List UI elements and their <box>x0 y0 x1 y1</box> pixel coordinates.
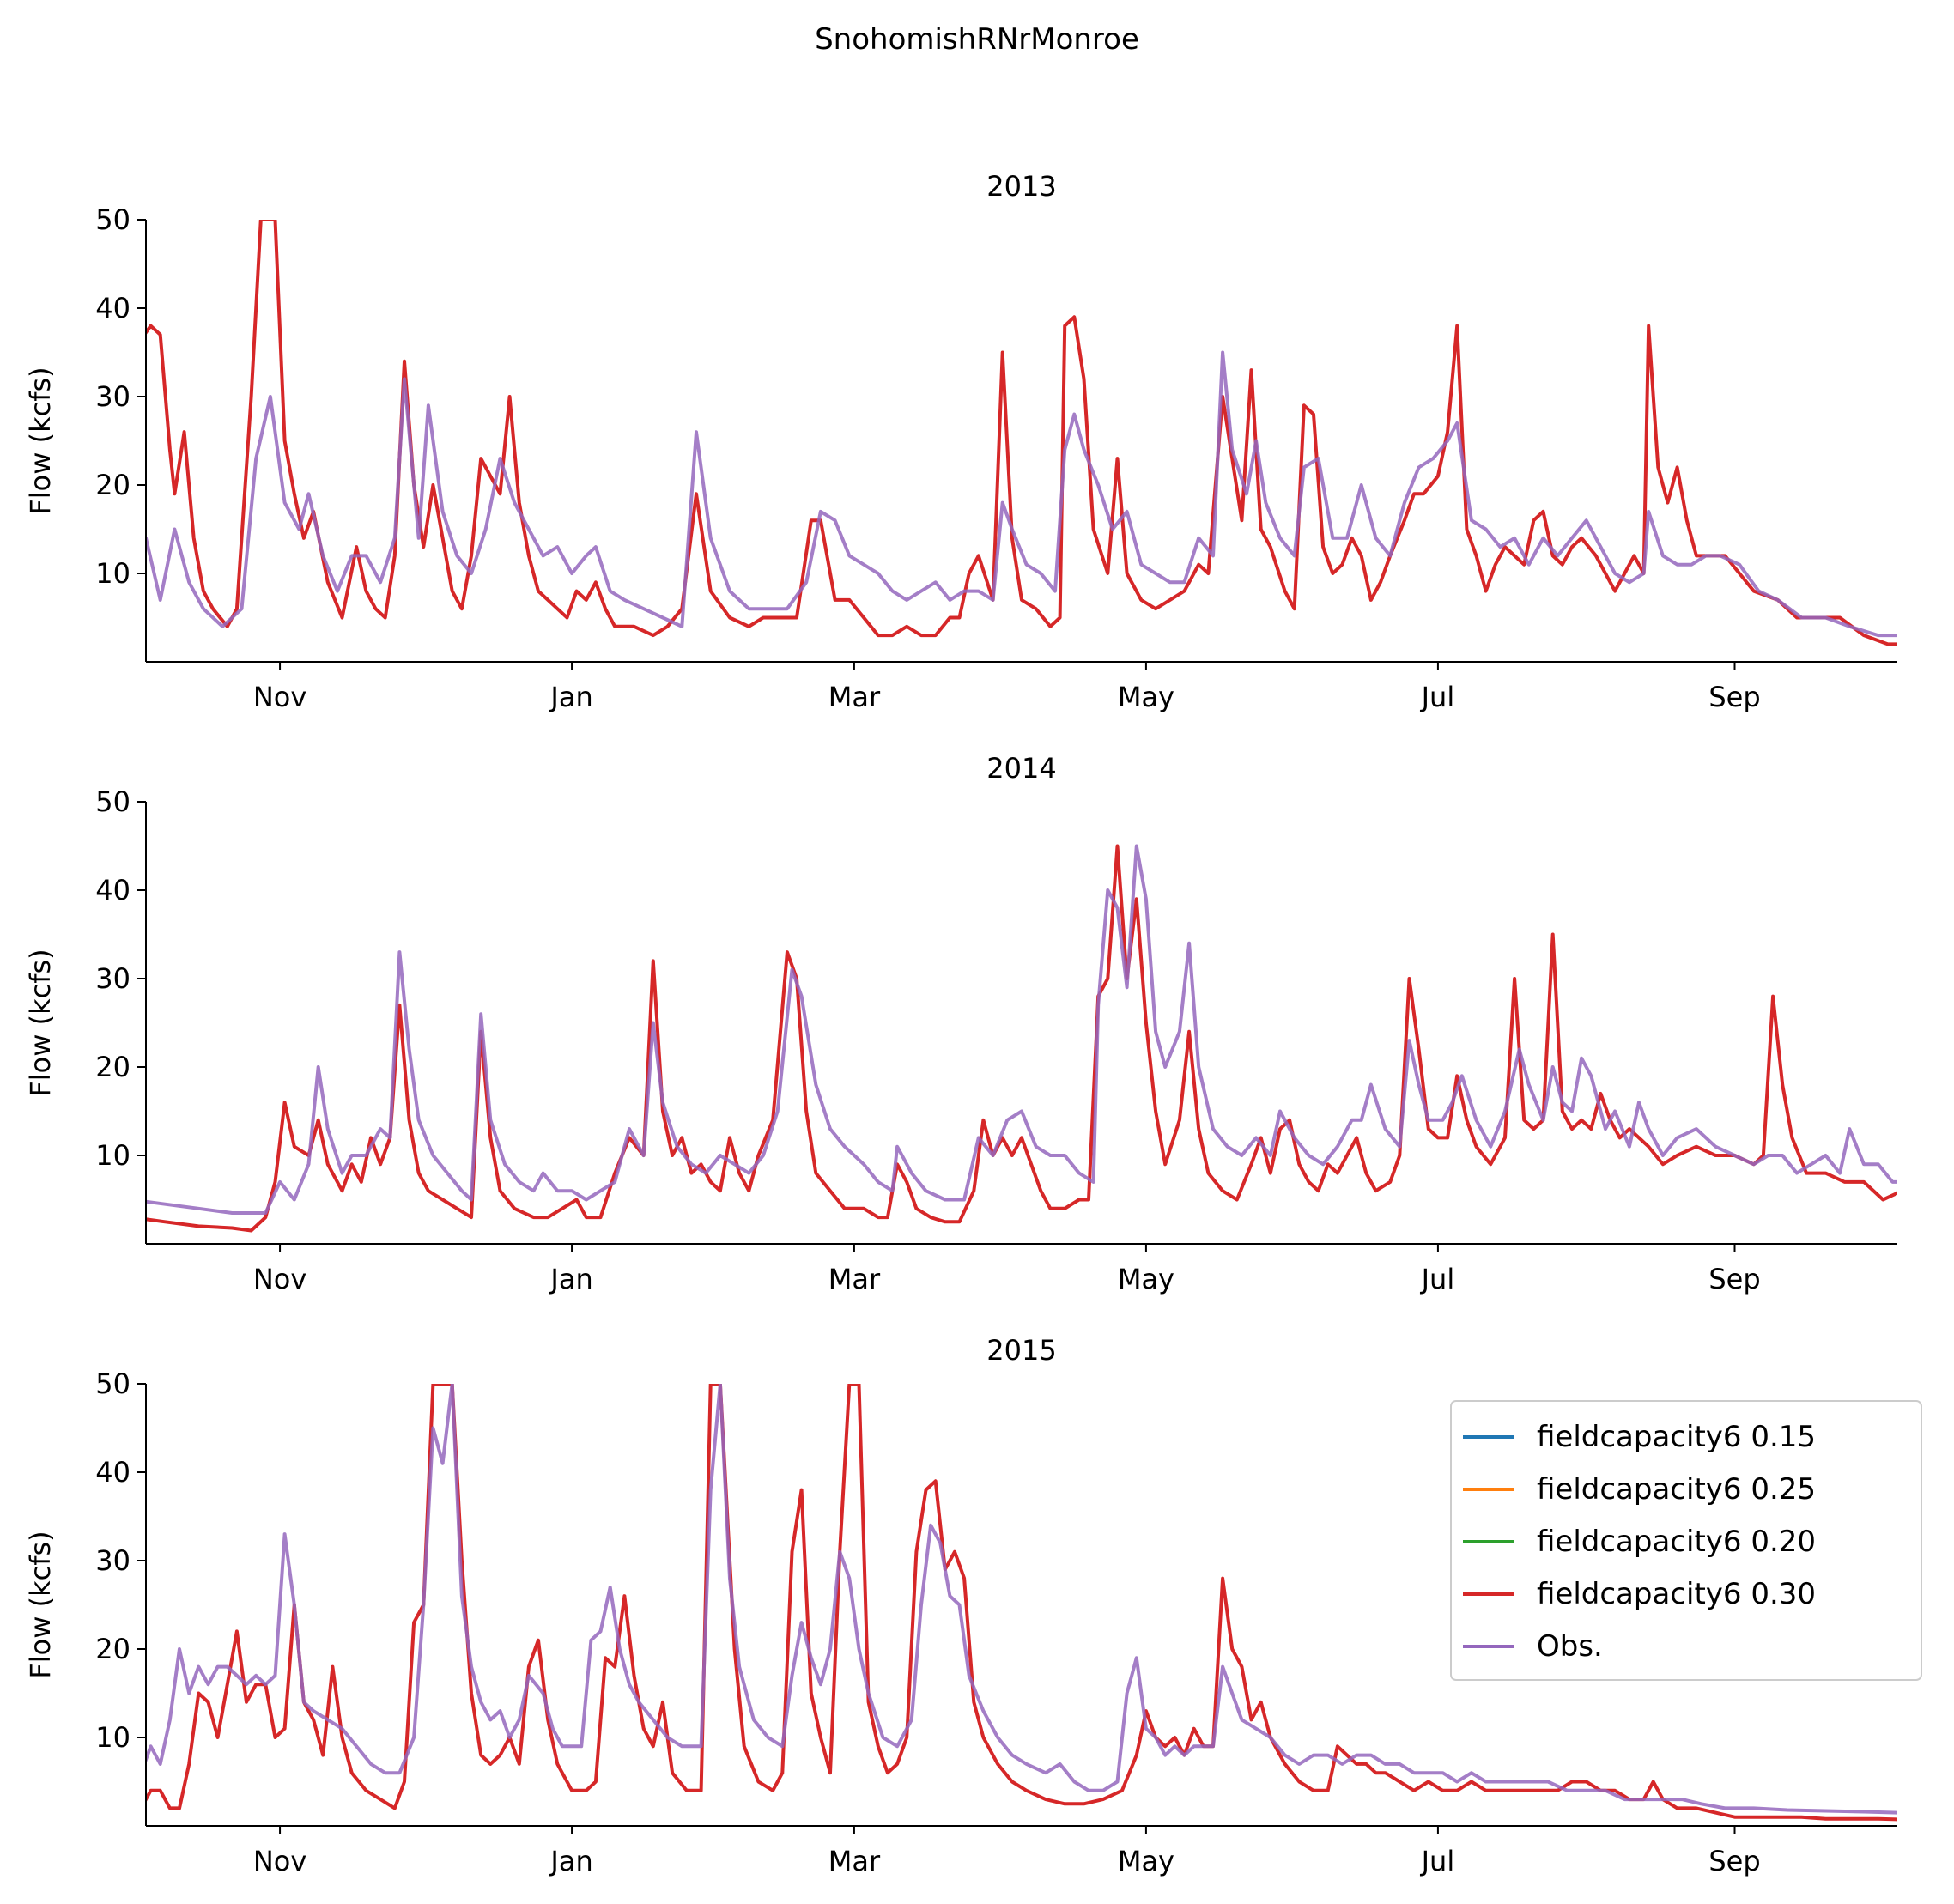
x-tick-label: Mar <box>828 1845 881 1877</box>
x-tick-label: Jan <box>549 681 592 713</box>
y-axis-label: Flow (kcfs) <box>24 1531 57 1678</box>
y-tick-label: 50 <box>95 1367 130 1400</box>
subplot-title: 2013 <box>986 170 1056 203</box>
y-axis-label: Flow (kcfs) <box>24 367 57 514</box>
subplot-title: 2014 <box>986 752 1056 785</box>
y-tick-label: 10 <box>95 557 130 590</box>
series-line-fieldcapacity6-0-30 <box>146 220 1897 646</box>
y-axis-label: Flow (kcfs) <box>24 949 57 1096</box>
y-tick-label: 20 <box>95 469 130 501</box>
x-tick-label: Jul <box>1420 1845 1455 1877</box>
x-tick-label: Sep <box>1708 681 1760 713</box>
y-tick-label: 20 <box>95 1051 130 1083</box>
y-tick-label: 40 <box>95 1456 130 1489</box>
series-line-obs- <box>146 1384 1897 1815</box>
legend-label: fieldcapacity6 0.30 <box>1537 1577 1816 1611</box>
x-tick-label: May <box>1118 1845 1174 1877</box>
legend-box <box>1450 1400 1922 1681</box>
figure-title: SnohomishRNrMonroe <box>815 22 1139 57</box>
y-tick-label: 20 <box>95 1633 130 1665</box>
y-tick-label: 50 <box>95 785 130 818</box>
series-group <box>146 220 1897 646</box>
x-tick-label: Nov <box>253 681 306 713</box>
y-tick-label: 30 <box>95 1544 130 1577</box>
y-tick-label: 10 <box>95 1139 130 1172</box>
legend-label: fieldcapacity6 0.25 <box>1537 1472 1816 1507</box>
x-tick-label: Jan <box>549 1263 592 1295</box>
series-group <box>146 844 1897 1233</box>
y-tick-label: 40 <box>95 292 130 324</box>
legend-label: fieldcapacity6 0.20 <box>1537 1525 1816 1559</box>
series-group <box>146 1384 1897 1822</box>
y-tick-label: 50 <box>95 203 130 236</box>
series-group <box>146 350 1897 638</box>
x-tick-label: Sep <box>1708 1845 1760 1877</box>
series-line-fieldcapacity6-0-30 <box>146 1384 1897 1822</box>
subplot-2015: 2015 Flow (kcfs) 10 20 30 40 50 Nov Jan Mar May Jul… <box>24 1334 1922 1877</box>
x-tick-label: Nov <box>253 1263 306 1295</box>
x-tick-label: Mar <box>828 1263 881 1295</box>
y-tick-label: 30 <box>95 962 130 995</box>
legend-label: fieldcapacity6 0.15 <box>1537 1420 1816 1454</box>
x-tick-label: Sep <box>1708 1263 1760 1295</box>
x-tick-label: Nov <box>253 1845 306 1877</box>
x-tick-label: Jan <box>549 1845 592 1877</box>
x-tick-label: May <box>1118 1263 1174 1295</box>
series-group <box>146 1384 1897 1815</box>
series-line-obs- <box>146 844 1897 1215</box>
x-tick-label: Jul <box>1420 681 1455 713</box>
series-group <box>146 844 1897 1215</box>
legend-label: Obs. <box>1537 1629 1603 1664</box>
subplot-title: 2015 <box>986 1334 1056 1367</box>
subplot-2013: 2013 Flow (kcfs) 10 20 30 40 50 Nov Jan Mar May Jul… <box>24 170 1897 713</box>
legend: fieldcapacity6 0.15 fieldcapacity6 0.25 fi… <box>1450 1400 1922 1681</box>
y-tick-label: 40 <box>95 874 130 907</box>
series-line-obs- <box>146 350 1897 638</box>
y-tick-label: 10 <box>95 1721 130 1754</box>
subplot-2014: 2014 Flow (kcfs) 10 20 30 40 50 Nov Jan Mar May Jul… <box>24 752 1897 1295</box>
y-tick-label: 30 <box>95 380 130 413</box>
x-tick-label: May <box>1118 681 1174 713</box>
x-tick-label: Mar <box>828 681 881 713</box>
series-line-fieldcapacity6-0-30 <box>146 844 1897 1233</box>
x-tick-label: Jul <box>1420 1263 1455 1295</box>
